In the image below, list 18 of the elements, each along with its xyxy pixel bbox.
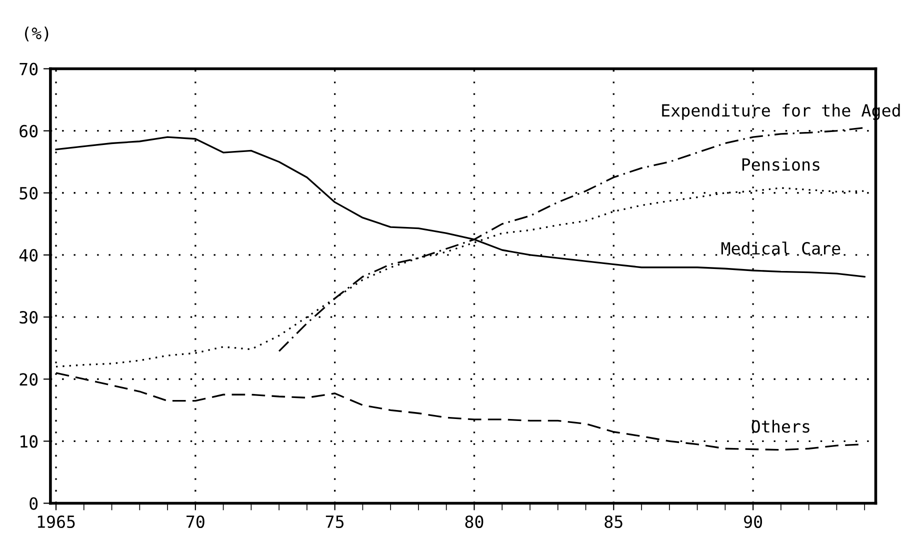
y-tick-label: 0	[30, 497, 38, 510]
x-tick-label: 1965	[38, 515, 75, 528]
series-label: Medical Care	[721, 242, 840, 255]
y-tick-label: 30	[20, 311, 38, 324]
y-tick-label: 10	[20, 435, 38, 448]
x-tick-label: 75	[326, 516, 344, 528]
series-label: Pensions	[742, 158, 820, 171]
x-tick-label: 80	[465, 515, 484, 528]
y-tick-label: 70	[20, 62, 38, 76]
y-tick-label: 20	[20, 373, 38, 386]
y-tick-label: 50	[20, 186, 38, 200]
x-tick-label: 70	[186, 515, 204, 528]
x-tick-label: 85	[604, 515, 622, 528]
x-tick-label: 90	[744, 515, 762, 528]
y-tick-label: 40	[19, 248, 38, 262]
y-axis-title: (%)	[25, 26, 48, 42]
series-label: Others	[752, 420, 810, 433]
y-tick-label: 60	[20, 124, 38, 138]
